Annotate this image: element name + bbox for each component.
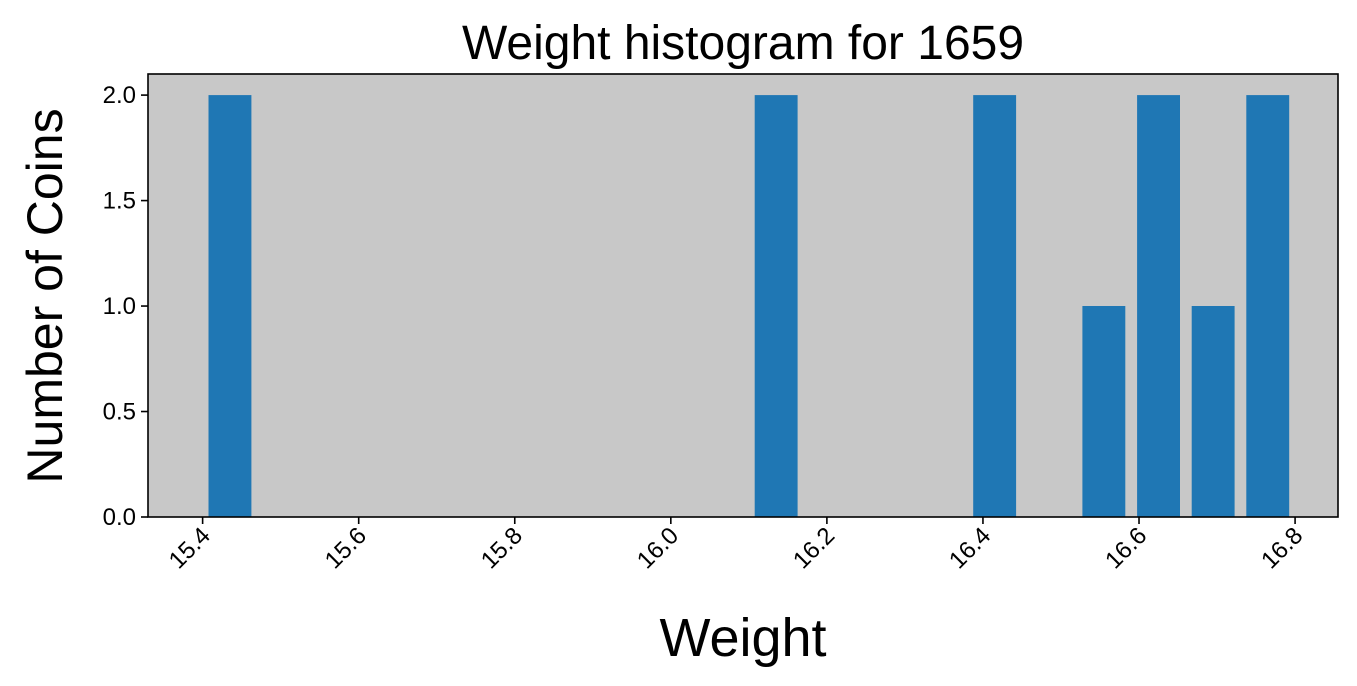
bar (973, 95, 1017, 517)
y-tick-label: 1.5 (103, 188, 136, 215)
bar (1082, 306, 1126, 517)
x-tick-label: 16.8 (1256, 522, 1308, 574)
x-tick-label: 15.4 (164, 522, 216, 574)
x-tick-label: 16.0 (632, 522, 684, 574)
x-axis-label: Weight (659, 608, 826, 668)
x-tick-label: 16.2 (788, 522, 840, 574)
x-tick-label: 16.6 (1100, 522, 1152, 574)
bar (1137, 95, 1180, 517)
y-tick-label: 1.0 (103, 293, 136, 320)
chart-title: Weight histogram for 1659 (462, 17, 1024, 70)
bar (754, 95, 798, 517)
y-tick-label: 2.0 (103, 82, 136, 109)
x-tick-label: 15.6 (320, 522, 372, 574)
bar (208, 95, 252, 517)
bar (1246, 95, 1290, 517)
y-tick-label: 0.5 (103, 399, 136, 426)
y-tick-label: 0.0 (103, 504, 136, 531)
bar (1191, 306, 1235, 517)
x-tick-label: 16.4 (944, 522, 996, 574)
plot-frame (147, 73, 1339, 518)
y-axis-label: Number of Coins (17, 108, 73, 483)
x-tick-label: 15.8 (476, 522, 528, 574)
